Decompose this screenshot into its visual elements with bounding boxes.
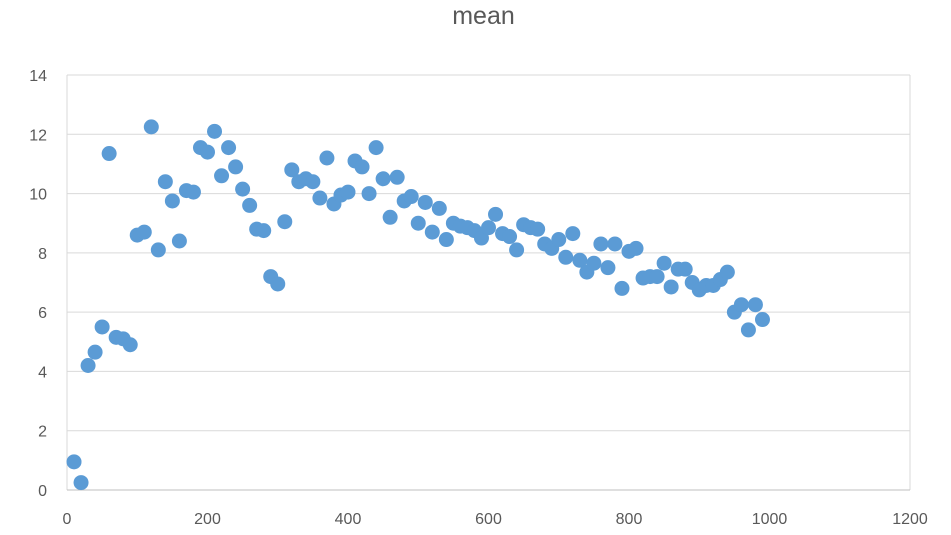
data-point-31 (284, 162, 300, 178)
y-axis-tick-labels: 0 2 4 6 8 10 12 14 (29, 68, 47, 500)
x-tick-label-1: 200 (194, 511, 221, 528)
x-tick-label-4: 800 (616, 511, 643, 528)
data-point-53 (438, 232, 454, 248)
data-point-2 (80, 358, 96, 373)
gridlines (66, 74, 911, 491)
x-tick-label-2: 400 (335, 511, 362, 528)
data-point-43 (368, 140, 384, 156)
data-point-1 (73, 475, 89, 491)
data-point-36 (319, 150, 335, 166)
data-point-77 (607, 236, 623, 252)
data-point-96 (740, 322, 756, 338)
data-point-87 (677, 261, 693, 277)
y-tick-label-7: 14 (29, 68, 47, 85)
data-point-42 (361, 186, 377, 202)
data-point-63 (509, 242, 525, 258)
data-point-12 (150, 242, 166, 258)
y-tick-label-4: 8 (38, 246, 47, 263)
data-point-41 (354, 159, 370, 175)
data-point-44 (375, 171, 391, 187)
data-point-78 (614, 280, 630, 296)
data-point-3 (87, 344, 103, 360)
data-point-19 (200, 144, 215, 160)
data-point-97 (747, 297, 763, 313)
data-point-50 (417, 194, 433, 210)
data-point-15 (171, 233, 187, 249)
data-point-74 (586, 255, 602, 271)
data-point-71 (565, 226, 581, 242)
data-point-52 (431, 200, 447, 216)
data-point-20 (207, 123, 223, 139)
data-point-24 (235, 181, 251, 197)
x-tick-label-6: 1200 (892, 511, 928, 528)
data-point-69 (551, 232, 567, 248)
data-point-93 (719, 264, 735, 280)
data-point-49 (410, 215, 426, 231)
data-point-80 (628, 240, 644, 256)
y-tick-label-6: 12 (29, 127, 47, 144)
x-tick-label-0: 0 (63, 511, 72, 528)
data-point-45 (382, 209, 398, 225)
data-point-72 (572, 252, 588, 268)
data-point-60 (488, 206, 504, 222)
data-point-17 (185, 184, 201, 200)
data-point-30 (277, 214, 293, 230)
data-point-39 (340, 184, 356, 200)
data-point-8 (122, 337, 138, 353)
y-tick-label-3: 6 (38, 305, 47, 322)
data-point-70 (558, 249, 574, 265)
data-point-66 (530, 221, 546, 237)
data-point-14 (164, 193, 180, 209)
y-tick-label-0: 0 (38, 483, 47, 500)
chart-title: mean (452, 2, 515, 30)
data-point-75 (593, 236, 609, 252)
y-tick-label-1: 2 (38, 424, 47, 441)
data-point-95 (733, 297, 749, 313)
data-point-35 (312, 190, 328, 206)
data-point-29 (270, 276, 286, 292)
data-point-59 (481, 220, 496, 236)
data-point-51 (424, 224, 440, 240)
data-point-84 (656, 255, 672, 271)
data-point-62 (502, 229, 518, 245)
data-point-46 (389, 169, 405, 185)
y-tick-label-2: 4 (38, 364, 47, 381)
data-point-27 (256, 223, 272, 239)
data-point-23 (228, 159, 244, 175)
data-point-4 (94, 319, 110, 335)
data-point-48 (403, 189, 419, 205)
data-point-85 (663, 279, 679, 295)
x-axis-tick-labels: 0 200 400 600 800 1000 1200 (63, 511, 928, 528)
y-tick-label-5: 10 (29, 187, 47, 204)
data-point-0 (66, 454, 82, 470)
data-point-11 (143, 119, 159, 135)
data-points (66, 119, 770, 491)
data-point-22 (221, 140, 237, 156)
data-point-5 (101, 146, 117, 162)
data-point-25 (242, 197, 258, 213)
data-point-98 (754, 312, 770, 328)
x-tick-label-5: 1000 (752, 511, 788, 528)
data-point-13 (157, 174, 173, 190)
data-point-83 (649, 269, 665, 285)
data-point-10 (136, 224, 152, 240)
x-tick-label-3: 600 (475, 511, 502, 528)
data-point-21 (214, 168, 230, 184)
data-point-34 (305, 174, 321, 190)
data-point-76 (600, 260, 616, 276)
